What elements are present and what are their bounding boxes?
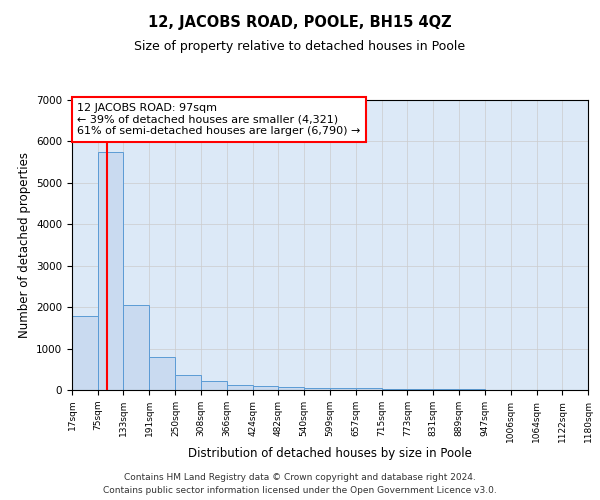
Bar bbox=[253, 386, 278, 390]
Text: Size of property relative to detached houses in Poole: Size of property relative to detached ho… bbox=[134, 40, 466, 53]
Bar bbox=[124, 304, 149, 390]
Bar bbox=[382, 389, 407, 390]
Bar bbox=[149, 357, 175, 390]
Bar bbox=[201, 382, 227, 390]
Text: 12 JACOBS ROAD: 97sqm
← 39% of detached houses are smaller (4,321)
61% of semi-d: 12 JACOBS ROAD: 97sqm ← 39% of detached … bbox=[77, 103, 361, 136]
Bar bbox=[175, 375, 201, 390]
Bar bbox=[304, 388, 330, 390]
Bar bbox=[356, 388, 382, 390]
Bar bbox=[227, 385, 253, 390]
Bar bbox=[278, 387, 304, 390]
Text: 12, JACOBS ROAD, POOLE, BH15 4QZ: 12, JACOBS ROAD, POOLE, BH15 4QZ bbox=[148, 15, 452, 30]
Bar bbox=[330, 388, 356, 390]
X-axis label: Distribution of detached houses by size in Poole: Distribution of detached houses by size … bbox=[188, 448, 472, 460]
Text: Contains public sector information licensed under the Open Government Licence v3: Contains public sector information licen… bbox=[103, 486, 497, 495]
Y-axis label: Number of detached properties: Number of detached properties bbox=[17, 152, 31, 338]
Bar bbox=[433, 389, 459, 390]
Bar bbox=[407, 389, 433, 390]
Bar bbox=[72, 316, 98, 390]
Text: Contains HM Land Registry data © Crown copyright and database right 2024.: Contains HM Land Registry data © Crown c… bbox=[124, 474, 476, 482]
Bar bbox=[98, 152, 124, 390]
